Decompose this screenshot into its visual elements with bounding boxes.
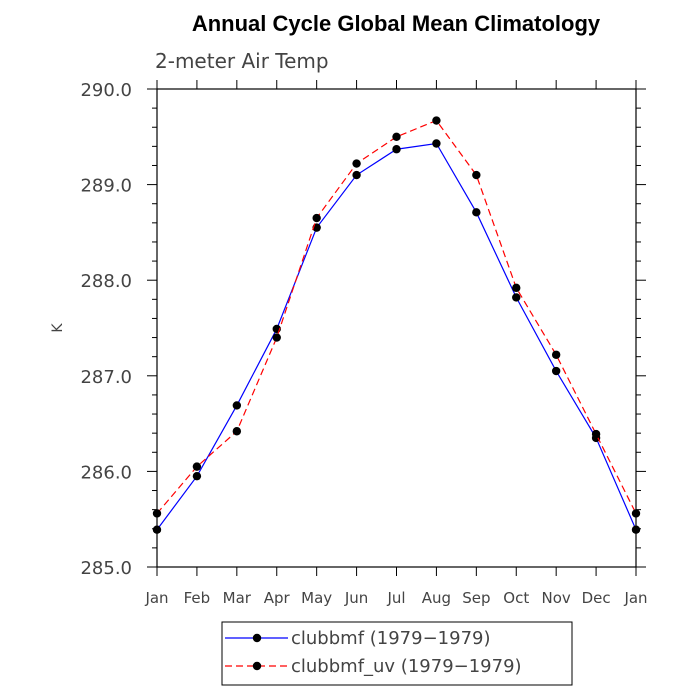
data-point-s1-1 [192, 462, 202, 471]
data-point-s0-12 [631, 525, 641, 534]
data-point-s0-0 [152, 525, 162, 534]
data-point-s1-7 [432, 116, 441, 125]
series-line-0 [156, 142, 637, 531]
y-tick-label: 290.0 [80, 80, 132, 101]
data-point-s0-8 [472, 208, 481, 217]
data-point-s1-9 [512, 283, 521, 293]
x-tick-label: Jan [144, 589, 168, 607]
y-tick-label: 287.0 [80, 367, 132, 388]
data-point-s1-5 [352, 159, 361, 168]
x-tick-label: Mar [223, 589, 252, 607]
x-tick-label: Nov [542, 589, 571, 607]
x-tick-label: Jul [386, 589, 405, 607]
y-tick-label: 288.0 [80, 271, 132, 292]
legend-marker-0 [252, 633, 262, 643]
x-tick-label: May [301, 589, 332, 607]
plot-frame [156, 88, 637, 568]
series-line-1 [156, 119, 637, 514]
y-tick-label: 286.0 [80, 462, 132, 483]
legend-box [221, 621, 573, 686]
data-point-s1-12 [631, 509, 641, 518]
data-point-s0-9 [512, 293, 521, 302]
legend-marker-1 [252, 661, 262, 671]
y-tick-label: 289.0 [80, 176, 132, 197]
data-point-s0-2 [232, 401, 242, 410]
x-tick-label: Jan [623, 589, 647, 607]
data-point-s1-8 [472, 170, 481, 180]
x-tick-label: Aug [422, 589, 451, 607]
data-point-s0-7 [432, 139, 441, 148]
x-tick-label: Sep [462, 589, 490, 607]
legend-label-0: clubbmf (1979−1979) [291, 628, 491, 649]
data-point-s0-1 [192, 471, 202, 481]
x-tick-label: Apr [264, 589, 291, 607]
data-point-s0-6 [392, 145, 401, 154]
data-point-s1-11 [591, 429, 601, 439]
chart-title: Annual Cycle Global Mean Climatology [192, 11, 601, 36]
data-point-s0-10 [551, 366, 561, 376]
plot-area: 285.0 286.0 287.0 288.0 289.0 290.0 Jan Feb Mar A… [80, 80, 648, 607]
data-point-s1-6 [392, 132, 401, 141]
legend-label-1: clubbmf_uv (1979−1979) [291, 656, 522, 677]
legend: clubbmf (1979−1979) clubbmf_uv (1979−1979… [221, 621, 573, 686]
data-point-s1-2 [232, 427, 242, 436]
data-point-s1-10 [551, 350, 561, 359]
x-tick-label: Dec [582, 589, 611, 607]
data-point-s1-4 [312, 213, 321, 223]
y-axis-label: K [50, 323, 66, 333]
data-point-s1-3 [272, 333, 281, 342]
data-point-s0-5 [352, 170, 361, 180]
y-tick-label: 285.0 [80, 558, 132, 579]
x-tick-label: Jun [344, 589, 368, 607]
x-tick-label: Feb [184, 589, 211, 607]
x-tick-label: Oct [503, 589, 529, 607]
data-point-s1-0 [152, 509, 162, 518]
chart-subtitle: 2-meter Air Temp [155, 49, 329, 73]
